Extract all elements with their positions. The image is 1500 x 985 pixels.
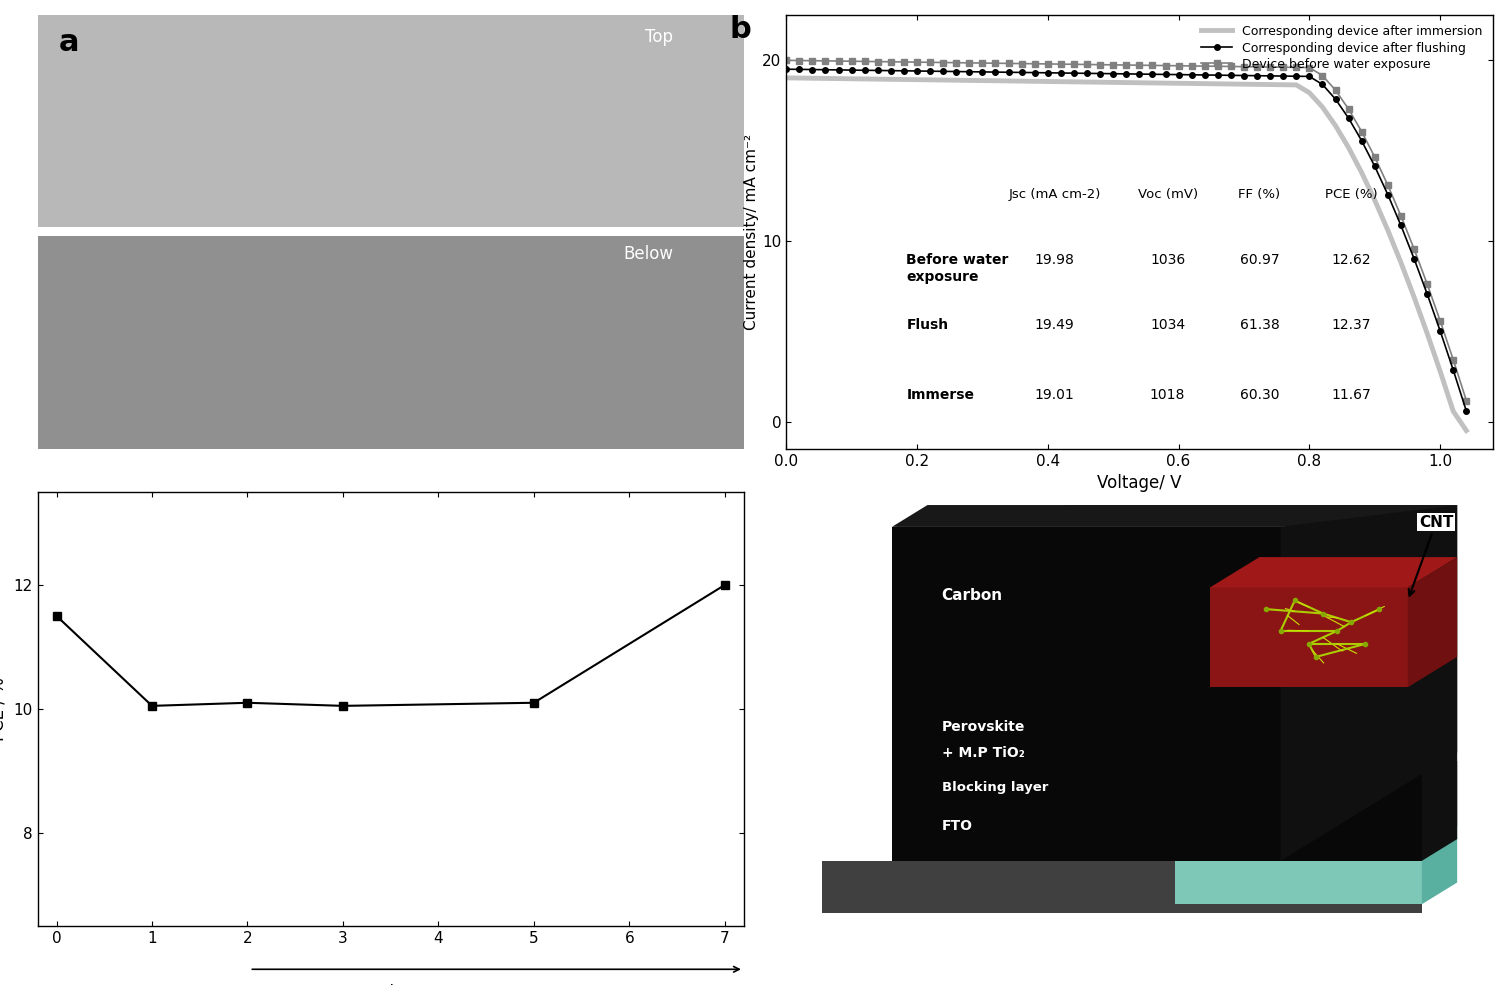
Text: a: a	[58, 28, 80, 57]
Corresponding device after flushing	[1378, 189, 1396, 201]
Polygon shape	[822, 861, 1422, 913]
Bar	[38, 15, 744, 228]
Corresponding device after flushing	[1458, 405, 1476, 417]
Device before water exposure	[1378, 179, 1396, 191]
Polygon shape	[1174, 783, 1422, 821]
Polygon shape	[892, 527, 1281, 861]
Text: $t$ / days: $t$ / days	[358, 982, 423, 985]
Polygon shape	[1174, 826, 1456, 848]
Polygon shape	[1422, 800, 1456, 848]
Device before water exposure	[1182, 60, 1200, 72]
Text: 12.62: 12.62	[1332, 253, 1371, 267]
Device before water exposure	[777, 54, 795, 66]
Polygon shape	[892, 527, 1422, 861]
Text: Jsc (mA cm-2): Jsc (mA cm-2)	[1008, 188, 1101, 201]
Polygon shape	[892, 505, 1456, 527]
Text: 60.30: 60.30	[1239, 388, 1280, 402]
Polygon shape	[1174, 800, 1456, 821]
Corresponding device after immersion	[1458, 425, 1476, 436]
Polygon shape	[1210, 587, 1407, 688]
Corresponding device after flushing	[1300, 71, 1318, 83]
Line: Corresponding device after flushing: Corresponding device after flushing	[783, 66, 1468, 414]
Corresponding device after immersion	[1209, 78, 1227, 90]
Corresponding device after immersion	[1378, 225, 1396, 236]
Text: Below: Below	[622, 244, 674, 263]
Text: Voc (mV): Voc (mV)	[1137, 188, 1197, 201]
Polygon shape	[1422, 505, 1456, 861]
Polygon shape	[1174, 761, 1456, 783]
X-axis label: Voltage/ V: Voltage/ V	[1096, 474, 1182, 492]
Polygon shape	[1174, 848, 1422, 904]
Corresponding device after flushing	[960, 66, 978, 78]
Text: 12.37: 12.37	[1332, 318, 1371, 333]
Text: 19.01: 19.01	[1035, 388, 1074, 402]
Bar	[38, 236, 744, 448]
Text: Immerse: Immerse	[906, 388, 975, 402]
Polygon shape	[1422, 826, 1456, 904]
Corresponding device after flushing	[1170, 69, 1188, 81]
Corresponding device after immersion	[1170, 78, 1188, 90]
Corresponding device after immersion	[1182, 78, 1200, 90]
Polygon shape	[1407, 558, 1456, 688]
Corresponding device after flushing	[777, 63, 795, 75]
Text: FTO: FTO	[942, 820, 972, 833]
Text: FF (%): FF (%)	[1239, 188, 1281, 201]
Device before water exposure	[1209, 60, 1227, 72]
Polygon shape	[1174, 821, 1422, 848]
Text: + M.P TiO₂: + M.P TiO₂	[942, 746, 1024, 759]
Text: 1036: 1036	[1150, 253, 1185, 267]
Legend: Corresponding device after immersion, Corresponding device after flushing, Devic: Corresponding device after immersion, Co…	[1197, 21, 1486, 75]
Corresponding device after immersion	[777, 72, 795, 84]
Text: Carbon: Carbon	[942, 588, 1002, 604]
Text: Before water
exposure: Before water exposure	[906, 253, 1008, 284]
Line: Device before water exposure: Device before water exposure	[783, 57, 1470, 404]
Text: Flush: Flush	[906, 318, 948, 333]
Polygon shape	[1422, 761, 1456, 821]
Text: 11.67: 11.67	[1332, 388, 1371, 402]
Text: 60.97: 60.97	[1239, 253, 1280, 267]
Text: PCE (%): PCE (%)	[1324, 188, 1377, 201]
Corresponding device after immersion	[960, 75, 978, 87]
Device before water exposure	[1300, 62, 1318, 74]
Device before water exposure	[1458, 395, 1476, 407]
Polygon shape	[1281, 505, 1456, 861]
Device before water exposure	[1170, 60, 1188, 72]
Text: 1018: 1018	[1150, 388, 1185, 402]
Text: Perovskite: Perovskite	[942, 720, 1024, 734]
Text: 1034: 1034	[1150, 318, 1185, 333]
Text: 19.98: 19.98	[1035, 253, 1074, 267]
Text: CNT: CNT	[1408, 515, 1454, 596]
Corresponding device after flushing	[1182, 69, 1200, 81]
Device before water exposure	[960, 57, 978, 69]
Text: Blocking layer: Blocking layer	[942, 781, 1048, 794]
Polygon shape	[892, 505, 1456, 527]
Y-axis label: Current density/ mA cm⁻²: Current density/ mA cm⁻²	[744, 134, 759, 330]
Text: 61.38: 61.38	[1239, 318, 1280, 333]
Corresponding device after flushing	[1209, 69, 1227, 81]
Polygon shape	[1210, 558, 1456, 587]
Line: Corresponding device after immersion: Corresponding device after immersion	[786, 78, 1467, 430]
Y-axis label: PCE / %: PCE / %	[0, 677, 8, 741]
Text: 19.49: 19.49	[1035, 318, 1074, 333]
Corresponding device after immersion	[1300, 87, 1318, 98]
Text: d: d	[801, 500, 822, 530]
Text: b: b	[729, 15, 752, 43]
Text: Top: Top	[645, 28, 674, 45]
